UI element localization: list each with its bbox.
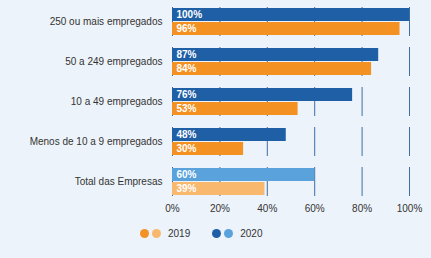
svg-text:50 a 249 empregados: 50 a 249 empregados <box>65 56 162 67</box>
svg-text:100%: 100% <box>177 9 203 20</box>
svg-text:40%: 40% <box>257 203 277 214</box>
svg-text:100%: 100% <box>397 203 423 214</box>
svg-text:87%: 87% <box>177 49 197 60</box>
svg-text:20%: 20% <box>210 203 230 214</box>
svg-text:80%: 80% <box>352 203 372 214</box>
svg-text:250 ou mais empregados: 250 ou mais empregados <box>50 16 163 27</box>
svg-text:60%: 60% <box>177 169 197 180</box>
svg-text:48%: 48% <box>177 129 197 140</box>
svg-text:84%: 84% <box>177 63 197 74</box>
html-text:2019: 2019 <box>168 228 191 239</box>
svg-text:30%: 30% <box>177 143 197 154</box>
svg-text:Total das Empresas: Total das Empresas <box>75 176 163 187</box>
svg-text:Menos de 10 a 9 empregados: Menos de 10 a 9 empregados <box>30 136 163 147</box>
svg-text:10 a 49 empregados: 10 a 49 empregados <box>71 96 163 107</box>
html-text:2020: 2020 <box>240 228 263 239</box>
svg-text:60%: 60% <box>305 203 325 214</box>
svg-text:39%: 39% <box>177 183 197 194</box>
svg-text:96%: 96% <box>177 23 197 34</box>
svg-text:76%: 76% <box>177 89 197 100</box>
svg-text:53%: 53% <box>177 103 197 114</box>
svg-text:0%: 0% <box>165 203 180 214</box>
